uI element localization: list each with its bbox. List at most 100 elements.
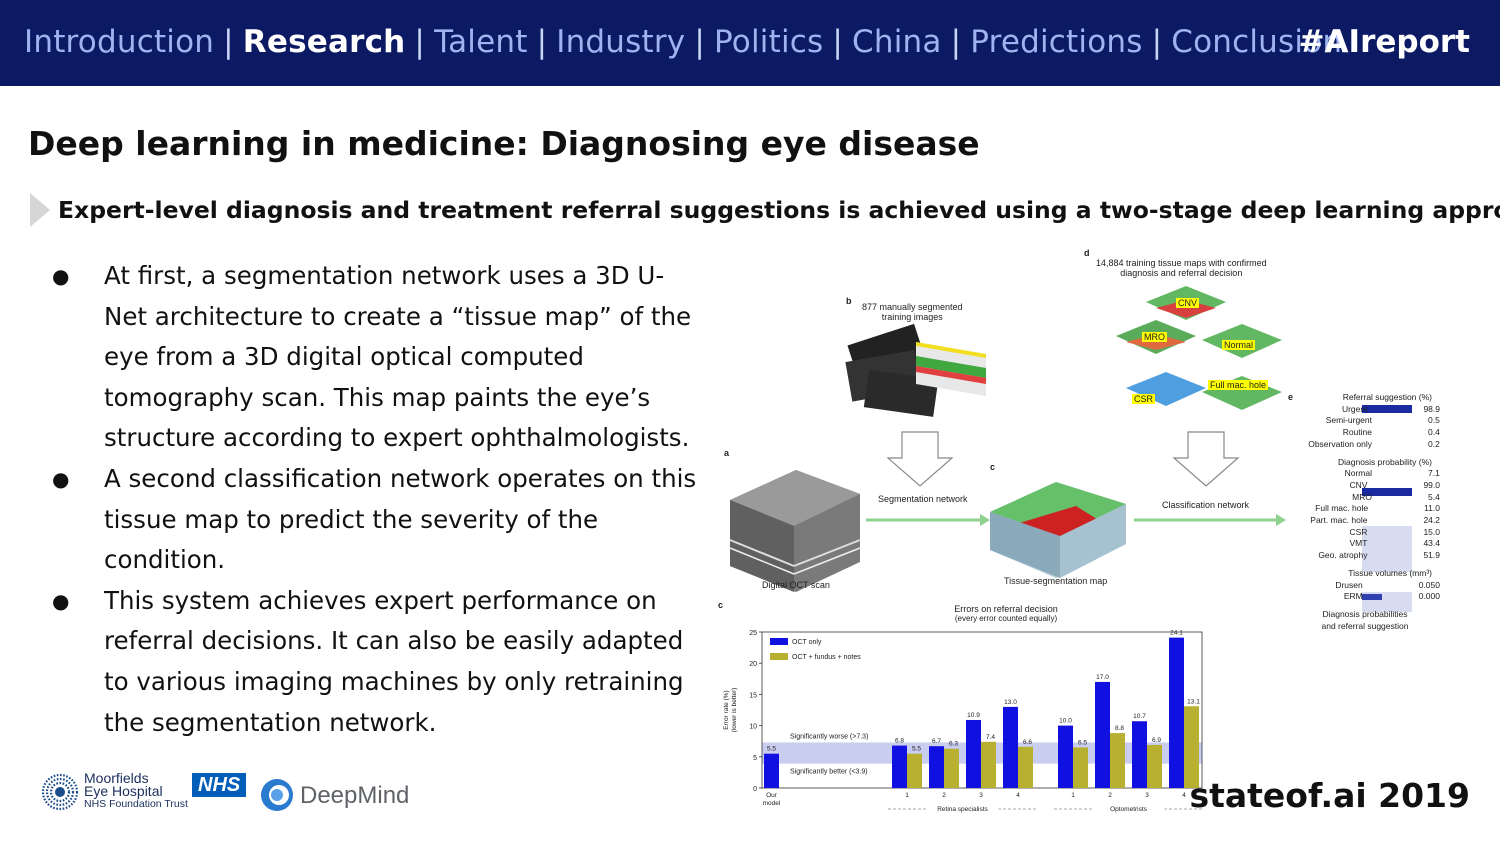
- x-tick-label: 4: [1182, 792, 1186, 799]
- moorfields-wordmark: Moorfields Eye Hospital NHS Foundation T…: [84, 771, 188, 810]
- nav-separator: |: [950, 24, 962, 60]
- bar-value-label: 17.0: [1096, 674, 1109, 681]
- x-tick-label: 2: [1108, 792, 1112, 799]
- referral-row: Routine 0.4: [1290, 427, 1440, 439]
- nav-separator: |: [223, 24, 234, 60]
- diagnosis-row: Full mac. hole 11.0: [1290, 503, 1440, 515]
- bar-value-label: 8.8: [1115, 725, 1124, 732]
- bar-oct-plus: [981, 741, 996, 788]
- group-label: Optometrists: [1110, 806, 1148, 813]
- legend-swatch-oct-only: [770, 638, 788, 645]
- y-axis-label: Error rate (%): [723, 690, 730, 729]
- diagnosis-row: CNV 99.0: [1290, 479, 1441, 492]
- bullet-item: ● This system achieves expert performance…: [46, 581, 706, 743]
- bar-oct-only: [966, 719, 981, 788]
- diagnosis-label: Part. mac. hole: [1310, 515, 1368, 526]
- volumes-title: Tissue volumes (mm³): [1348, 567, 1432, 578]
- diagnosis-row: Part. mac. hole 24.2: [1290, 515, 1440, 527]
- volume-value: 0.000: [1418, 591, 1440, 602]
- bullet-dot-icon: ●: [52, 264, 70, 288]
- training-maps-caption: 14,884 training tissue maps with confirm…: [1096, 258, 1267, 278]
- volume-label: ERM: [1343, 591, 1363, 602]
- y-tick-label: 15: [749, 692, 757, 699]
- nav-politics[interactable]: Politics: [714, 24, 824, 60]
- x-tick-label: 1: [905, 792, 909, 799]
- diagnosis-label: VMT: [1349, 538, 1368, 549]
- report-hashtag: #AIreport: [1298, 24, 1470, 60]
- bullet-dot-icon: ●: [52, 466, 70, 491]
- bar-oct-only: [1095, 681, 1110, 788]
- bar-oct-only: [929, 746, 944, 788]
- diagnosis-label: Normal: [1344, 468, 1372, 479]
- training-images-stack: [845, 323, 986, 417]
- nav-separator: |: [694, 24, 706, 60]
- bar-oct-only: [1003, 706, 1018, 788]
- bar-value-label: 5.5: [912, 746, 921, 753]
- nav-talent[interactable]: Talent: [434, 24, 528, 60]
- y-tick-label: 25: [749, 630, 757, 637]
- panel-label-e: e: [1288, 392, 1294, 402]
- bar-oct-only: [1058, 725, 1073, 788]
- diagnosis-panel: Referral suggestion (%) Urgent 98.9 Semi-…: [1290, 392, 1440, 632]
- diagnosis-label: CSR: [1349, 526, 1368, 537]
- header-bar: Introduction | Research | Talent | Industry | Po…: [0, 0, 1500, 86]
- bullet-dot-icon: ●: [52, 588, 70, 613]
- nav-separator: |: [1151, 24, 1163, 60]
- band-label-worse: Significantly worse (>7.3): [790, 733, 868, 740]
- referral-label: Semi-urgent: [1325, 415, 1372, 426]
- diagnosis-value: 5.4: [1428, 491, 1440, 502]
- diagnosis-label: MRO: [1352, 491, 1372, 502]
- referral-label: Urgent: [1341, 403, 1368, 414]
- bar-value-label: 6.8: [895, 738, 904, 745]
- deepmind-logo-icon: [261, 779, 293, 811]
- nav-conclusion[interactable]: Conclusion: [1171, 24, 1343, 60]
- segmentation-network-label: Segmentation network: [878, 494, 968, 504]
- tissue-map-image: [990, 482, 1126, 578]
- bullet-item: ● At first, a segmentation network uses a…: [46, 256, 706, 459]
- bar-value-label: 13.0: [1004, 699, 1017, 706]
- arrow-down-icon: [1172, 431, 1240, 487]
- nav-industry[interactable]: Industry: [556, 24, 686, 60]
- footer-brand: stateof.ai 2019: [1189, 776, 1470, 815]
- arrow-right-head-icon: [980, 514, 990, 526]
- tissue-tag-normal: Normal: [1222, 340, 1256, 350]
- nav-introduction[interactable]: Introduction: [24, 24, 215, 60]
- panel-label-b: b: [846, 296, 852, 306]
- deepmind-wordmark: DeepMind: [300, 782, 410, 809]
- bar-oct-plus: [1147, 744, 1162, 788]
- diagnosis-value: 24.2: [1423, 515, 1440, 526]
- section-nav: Introduction | Research | Talent | Industry | Po…: [24, 24, 1342, 60]
- bar-value-label: 6.9: [1152, 737, 1161, 744]
- legend-swatch-oct-plus: [770, 653, 788, 660]
- research-figure: b 877 manually segmented training images…: [716, 244, 1450, 820]
- x-tick-label: 3: [1145, 792, 1149, 799]
- panel-label-d: d: [1084, 248, 1090, 258]
- diagnosis-value: 99.0: [1423, 479, 1440, 490]
- diagnosis-row: Normal 7.1: [1290, 468, 1440, 480]
- diagnosis-label: Full mac. hole: [1315, 503, 1369, 514]
- diagnosis-value: 7.1: [1428, 468, 1440, 479]
- volume-row: Drusen 0.050: [1290, 580, 1440, 592]
- nhs-logo: NHS: [192, 773, 247, 797]
- bar-value-label: 10.9: [967, 712, 980, 719]
- bar-oct-only: [1132, 721, 1147, 788]
- bar-value-label: 24.1: [1170, 630, 1183, 637]
- volume-row: ERM 0.000: [1290, 591, 1440, 603]
- bar-oct-only: [1169, 637, 1184, 788]
- bar-our-model: [764, 753, 779, 788]
- y-tick-label: 10: [749, 724, 757, 731]
- referral-row: Observation only 0.2: [1290, 439, 1440, 451]
- nav-predictions[interactable]: Predictions: [970, 24, 1143, 60]
- oct-scan-caption: Digital OCT scan: [762, 580, 830, 590]
- arrow-right-head-icon: [1276, 514, 1286, 526]
- nav-china[interactable]: China: [852, 24, 942, 60]
- nav-research[interactable]: Research: [242, 24, 406, 60]
- subtitle-arrow-icon: [30, 193, 50, 227]
- referral-row: Urgent 98.9: [1290, 404, 1440, 416]
- y-axis-label: (lower is better): [731, 688, 738, 733]
- x-tick-label: 3: [979, 792, 983, 799]
- diagnosis-row: Geo. atrophy 51.9: [1290, 550, 1440, 562]
- nav-separator: |: [414, 24, 426, 60]
- nav-separator: |: [536, 24, 548, 60]
- bar-value-label: 6.7: [932, 738, 941, 745]
